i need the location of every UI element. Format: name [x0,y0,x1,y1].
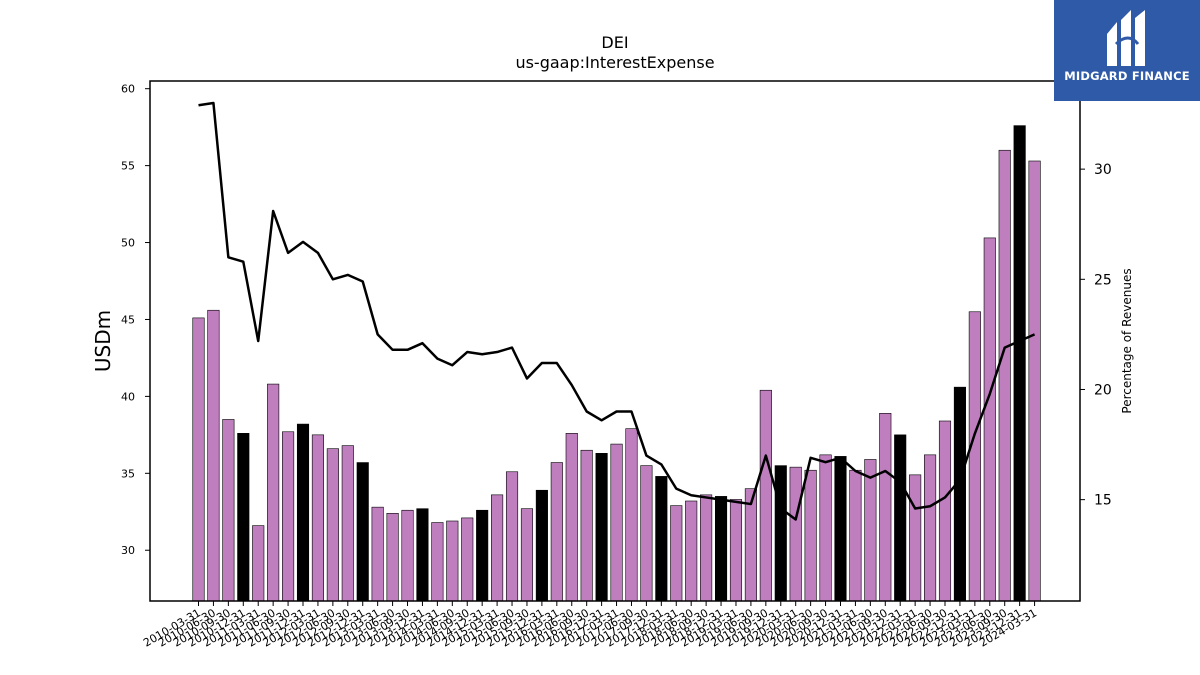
y-axis-label: USDm [91,310,115,372]
bar [416,508,429,602]
bar [894,434,907,602]
y-tick-label: 50 [121,237,135,250]
bar [804,469,817,602]
bar [744,488,757,602]
bar [849,469,862,602]
y2-tick-label: 15 [1094,493,1112,509]
bar [640,465,653,602]
bar [909,474,922,602]
bar [938,420,952,602]
midgard-finance-logo: MIDGARD FINANCE [1054,0,1200,101]
bar [341,445,354,602]
bar [446,520,459,602]
y-tick-label: 35 [121,467,135,480]
bar [1028,160,1041,602]
bar [670,505,683,602]
bar [535,489,548,602]
bar [595,453,608,602]
y-tick-label: 30 [121,544,135,557]
y-tick-label: 60 [121,83,135,96]
logo-text: MIDGARD FINANCE [1064,69,1190,83]
y2-tick-label: 30 [1094,162,1112,178]
y2-axis-label: Percentage of Revenues [1120,268,1134,413]
y2-tick-label: 25 [1094,272,1112,288]
y-axis-right: 15 20 25 30 [1080,162,1112,509]
bar [296,423,310,602]
bar [819,454,832,602]
bar-series [192,125,1041,602]
bar [700,494,713,602]
bar [386,513,399,602]
bar [476,509,489,602]
bar [565,433,578,602]
bar [326,448,339,602]
bar [924,454,937,602]
bar [774,465,787,602]
bar [879,413,892,602]
bar [267,383,280,602]
bar [759,389,772,602]
percentage-line [198,101,1036,521]
bar [431,522,444,602]
bar [968,311,981,602]
x-axis: 2010-03-312010-06-302010-09-302010-12-31… [141,601,1039,650]
bar [1013,125,1026,602]
bar [864,459,877,602]
bar [998,149,1011,602]
bar [356,462,369,602]
bar [580,449,593,602]
bar [625,428,638,602]
bar [192,317,205,602]
y-tick-label: 55 [121,160,135,173]
y2-tick-label: 20 [1094,382,1112,398]
bar [401,509,414,602]
bar [520,508,534,602]
midgard-logo-icon [1107,10,1145,66]
bar [714,496,728,602]
plot-frame [149,80,1081,602]
chart-subtitle: us-gaap:InterestExpense [515,53,714,72]
bar [252,525,265,602]
bar [311,434,324,602]
bar [282,431,295,602]
bar [222,419,235,602]
bar [789,466,802,602]
bar [729,499,743,602]
bar [505,471,519,602]
y-axis-left: 30 35 40 45 50 55 60 [121,83,150,557]
bar [983,237,996,602]
bar [461,517,474,602]
chart-title: DEI [601,33,628,52]
bar [371,506,384,602]
bar [207,309,220,602]
y-tick-label: 40 [121,390,135,403]
bar [655,476,668,602]
bar [685,500,698,602]
bar [834,456,847,602]
bar [610,443,623,602]
bar [237,433,250,602]
line-series [198,101,1036,521]
y-tick-label: 45 [121,313,135,326]
bar [953,386,966,602]
bar [550,462,563,602]
bar [491,494,504,602]
